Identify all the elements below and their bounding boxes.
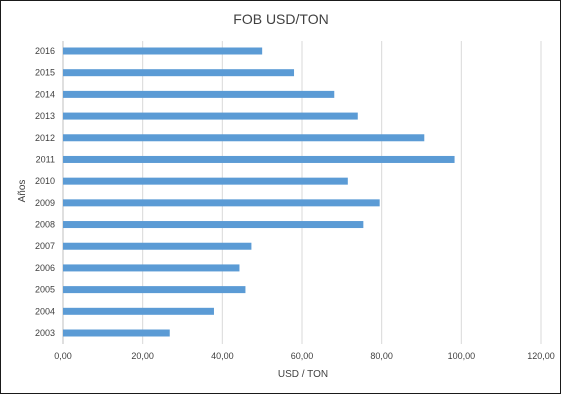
x-tick-label: 80,00 [370, 351, 393, 361]
bar-2007 [63, 242, 252, 250]
bar-2006 [63, 264, 240, 272]
y-tick-label: 2006 [35, 263, 55, 273]
gridlines [62, 41, 542, 344]
bar-2004 [63, 307, 214, 315]
y-tick-label: 2008 [35, 220, 55, 230]
chart-title: FOB USD/TON [233, 11, 328, 27]
bar-2015 [63, 69, 295, 77]
bar-2010 [63, 177, 348, 185]
y-tick-label: 2009 [35, 198, 55, 208]
bar-2008 [63, 221, 364, 229]
y-tick-label: 2011 [36, 154, 55, 164]
y-axis-title: Años [17, 180, 28, 203]
bar-2016 [63, 47, 263, 55]
y-tick-label: 2014 [35, 89, 55, 99]
bar-2005 [63, 286, 246, 294]
x-tick-labels: 0,00 20,00 40,00 60,00 80,00 100,00 120,00 [54, 351, 555, 361]
bar-2003 [63, 329, 170, 337]
y-tick-label: 2015 [35, 68, 55, 78]
x-tick-label: 100,00 [448, 351, 476, 361]
y-tick-label: 2004 [35, 306, 55, 316]
bar-2009 [63, 199, 380, 207]
y-tick-label: 2016 [35, 46, 55, 56]
y-tick-label: 2010 [35, 176, 55, 186]
bar-2011 [63, 155, 455, 163]
y-tick-label: 2012 [35, 133, 55, 143]
bar-2014 [63, 90, 335, 98]
bar-2012 [63, 134, 425, 142]
x-axis-title: USD / TON [278, 369, 328, 380]
y-tick-label: 2013 [35, 111, 55, 121]
y-tick-label: 2007 [35, 241, 55, 251]
x-tick-label: 60,00 [291, 351, 314, 361]
x-tick-label: 120,00 [527, 351, 555, 361]
bars [63, 47, 455, 337]
y-tick-labels: 2003 2004 2005 2006 2007 2008 2009 2010 2011 2012… [35, 46, 55, 338]
x-tick-label: 0,00 [54, 351, 72, 361]
bar-2013 [63, 112, 358, 120]
x-tick-label: 40,00 [211, 351, 234, 361]
x-tick-label: 20,00 [131, 351, 154, 361]
y-tick-label: 2005 [35, 285, 55, 295]
y-tick-label: 2003 [35, 328, 55, 338]
